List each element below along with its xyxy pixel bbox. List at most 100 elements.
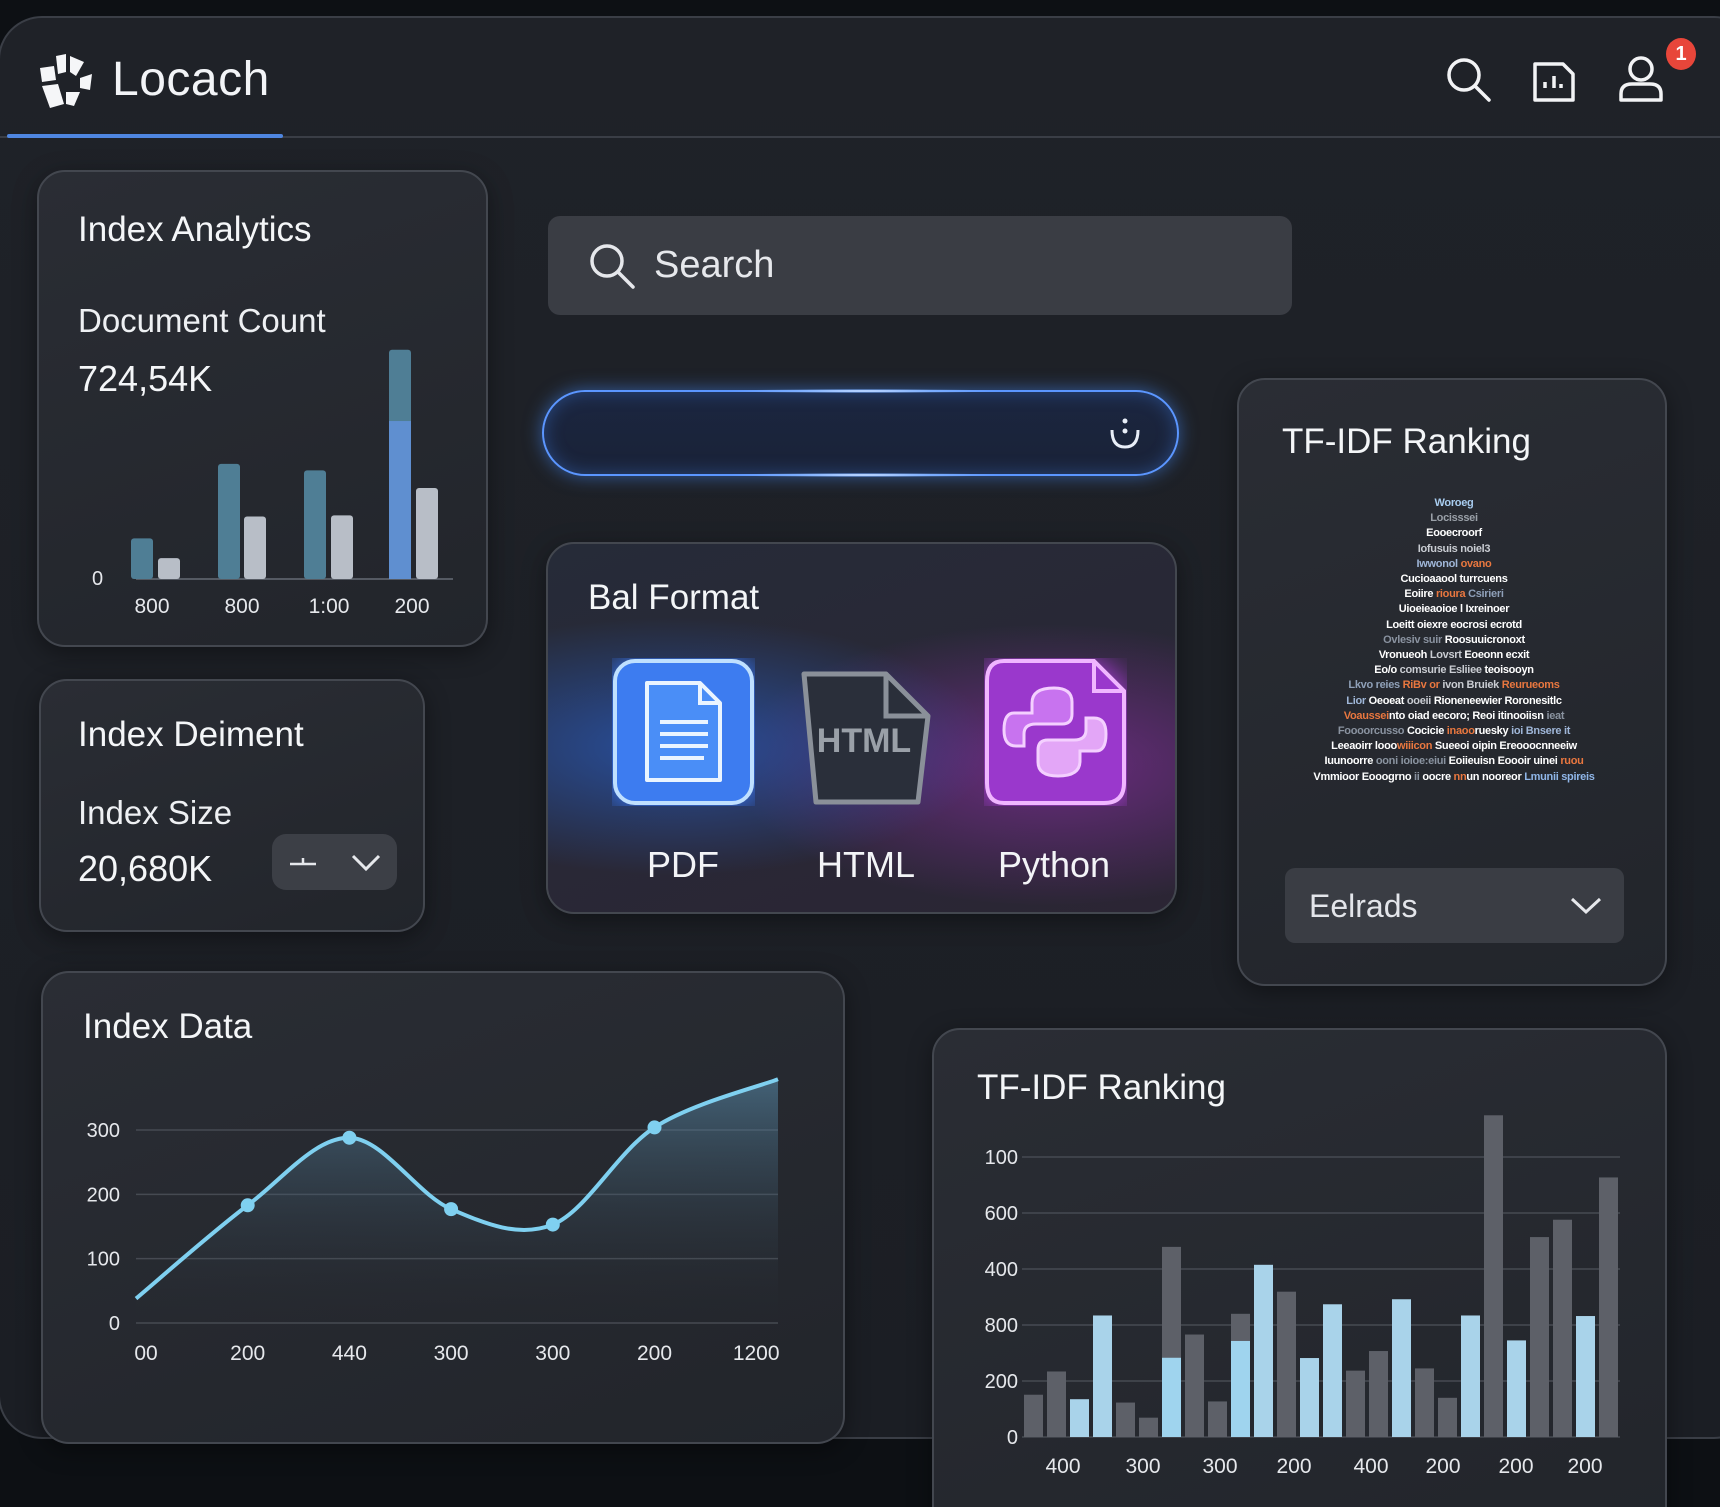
metric-value: 20,680K [78, 848, 213, 889]
glow-streak [724, 473, 1004, 477]
metric-value: 724,54K [78, 358, 213, 399]
bar [218, 463, 240, 579]
x-tick-label: 00 [134, 1342, 157, 1365]
term: un nooreor [1466, 770, 1525, 783]
chevron-down-icon[interactable] [350, 848, 382, 876]
bar [131, 538, 153, 579]
format-label-pdf: PDF [647, 844, 719, 885]
term: Eoiieuisn Eoooir uinei [1448, 755, 1561, 768]
bar [1300, 1358, 1319, 1437]
term: Vronueoh [1378, 649, 1430, 662]
search-placeholder: Search [654, 244, 775, 286]
term: Csirieri [1465, 588, 1504, 601]
bar [244, 516, 266, 579]
index-data-chart: 0 100 200 300 00 200 440 300 300 200 1200 [87, 1077, 780, 1365]
y-tick-label: 100 [87, 1249, 120, 1271]
data-point [444, 1202, 459, 1217]
pdf-document-icon[interactable] [612, 658, 755, 806]
bar [1116, 1402, 1135, 1437]
x-tick-label: 1:00 [309, 595, 350, 618]
term: ieat [1546, 709, 1565, 722]
notification-badge[interactable]: 1 [1666, 38, 1696, 70]
document-chart-icon[interactable] [1529, 54, 1579, 104]
bar [1507, 1340, 1526, 1437]
word-cloud-line: Ovlesiv suir Roosuuicronoxt [1269, 633, 1639, 648]
size-control [272, 834, 397, 890]
term: Uioeieaoioe l Ixreinoer [1398, 603, 1510, 616]
x-tick-label: 200 [1498, 1455, 1533, 1478]
word-cloud-line: Uioeieaoioe l Ixreinoer [1269, 602, 1639, 617]
term: Iuunoorre [1324, 755, 1376, 768]
term: ooni ioioe:eiui [1375, 755, 1449, 768]
card-title: Bal Format [588, 578, 760, 617]
x-tick-label: 200 [637, 1342, 672, 1365]
active-tab-indicator [7, 134, 283, 138]
y-tick-label: 600 [985, 1203, 1018, 1225]
term: ooeii [1406, 694, 1434, 707]
query-input[interactable] [542, 389, 1179, 477]
term: ioi Bnsere it [1511, 725, 1571, 738]
ranking-dropdown[interactable]: Eelrads [1285, 868, 1624, 943]
tfidf-bar-card: TF-IDF Ranking 0 200 800 400 600 100 400 300 300… [932, 1028, 1667, 1507]
term: Eoiire [1404, 588, 1436, 601]
bar [158, 558, 180, 579]
y-tick-label: 0 [92, 568, 103, 590]
tfidf-ranking-card: TF-IDF Ranking Woroeg Locisssei Eooecroorf… [1237, 378, 1667, 986]
svg-text:HTML: HTML [817, 722, 911, 760]
word-cloud-line: Cucioaaool turrcuens [1269, 572, 1639, 587]
data-point [545, 1217, 560, 1232]
metric-label: Document Count [78, 302, 326, 339]
term: Reurueoms [1501, 679, 1560, 692]
term: Cucioaaool turrcuens [1400, 573, 1508, 586]
bar-overlay [1231, 1340, 1250, 1437]
word-cloud-line: Woroeg [1269, 496, 1639, 511]
word-cloud-line: Lkvo reies RiBv or ivon Bruiek Reurueoms [1269, 678, 1639, 693]
word-cloud-line: Eoiire rioura Csirieri [1269, 587, 1639, 602]
term: Lior [1346, 694, 1369, 707]
metric-label: Index Size [78, 794, 233, 831]
bar [1024, 1394, 1043, 1437]
brand-name: Locach [112, 53, 270, 106]
minus-plus-icon[interactable] [288, 848, 318, 876]
html-file-icon[interactable]: HTML [800, 670, 932, 806]
x-tick-label: 300 [1125, 1455, 1160, 1478]
term: Roosuuicronoxt [1444, 633, 1525, 646]
term: Esliiee [1446, 664, 1485, 677]
term: ruesky [1474, 725, 1512, 738]
term: teoisooyn [1484, 664, 1534, 677]
assistant-icon[interactable] [1107, 416, 1143, 452]
card-title: Index Deiment [78, 715, 304, 754]
term: Lovsrt [1429, 649, 1462, 662]
term: ii [1414, 770, 1423, 783]
dropdown-value: Eelrads [1309, 888, 1418, 924]
term: Oeoeat [1368, 694, 1407, 707]
word-cloud-line: Leeaoirr looowiiicon Sueeoi oipin Ereooo… [1269, 739, 1639, 754]
user-icon[interactable] [1616, 54, 1666, 104]
term: ovano [1460, 557, 1492, 570]
bar [1392, 1299, 1411, 1437]
word-cloud-line: Eooecroorf [1269, 526, 1639, 541]
x-tick-label: 200 [1425, 1455, 1460, 1478]
term: wiiicon [1396, 740, 1433, 753]
term: Rioneneewier Roronesitlc [1433, 694, 1562, 707]
bar [416, 487, 438, 579]
bar [1208, 1401, 1227, 1437]
term: inaoo [1446, 725, 1475, 738]
search-input[interactable]: Search [548, 216, 1292, 315]
bar [1484, 1115, 1503, 1437]
y-tick-label: 0 [1007, 1427, 1018, 1449]
format-label-html: HTML [817, 844, 915, 885]
term: Ovlesiv suir [1383, 633, 1445, 646]
term: Eooecroorf [1426, 527, 1482, 540]
index-analytics-card: Index Analytics Document Count 724,54K 0… [37, 170, 488, 647]
y-tick-label: 300 [87, 1120, 120, 1142]
search-icon[interactable] [1443, 54, 1493, 104]
header-divider [0, 136, 1720, 138]
data-point [240, 1198, 255, 1213]
data-point [342, 1130, 357, 1145]
term: Locisssei [1430, 512, 1478, 525]
python-file-icon[interactable] [984, 658, 1127, 806]
bar [1369, 1351, 1388, 1437]
card-title: Index Data [83, 1007, 253, 1046]
bar [1093, 1315, 1112, 1437]
